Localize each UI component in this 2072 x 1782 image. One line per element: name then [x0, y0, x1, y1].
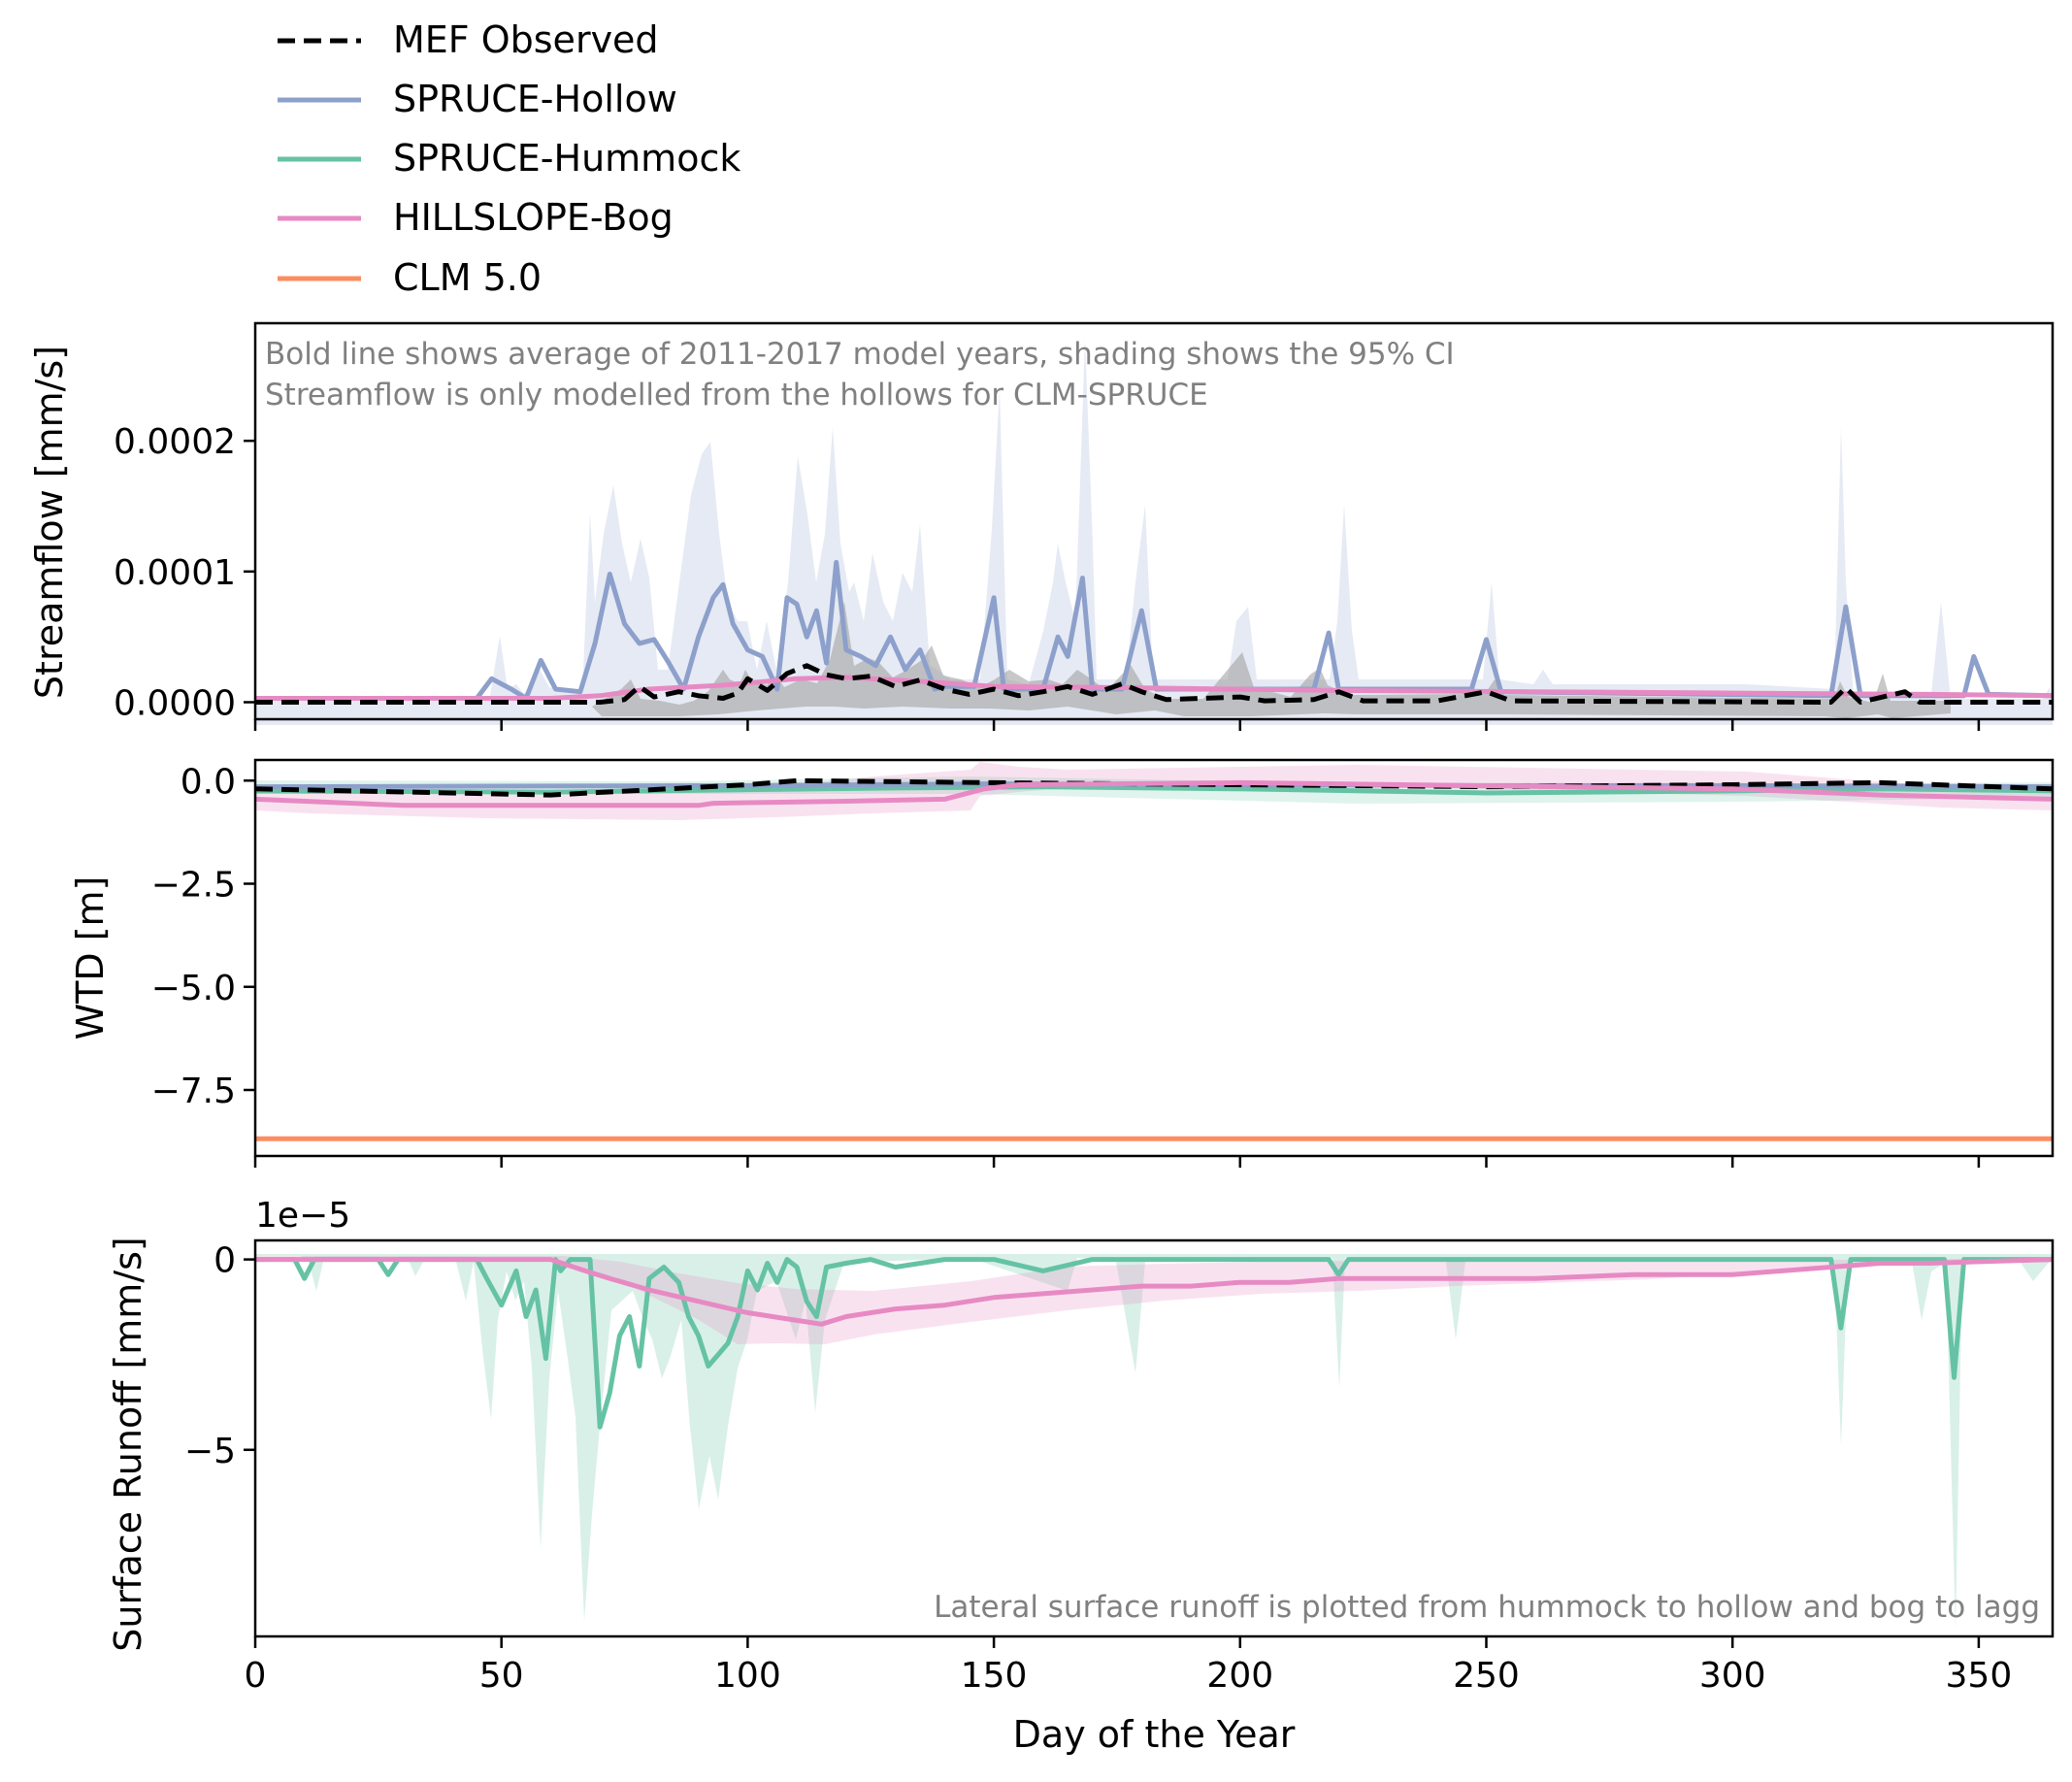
y-tick-label: −5.0 — [151, 969, 236, 1008]
streamflow-axes-frame — [253, 321, 2055, 721]
streamflow-note-2: Streamflow is only modelled from the hol… — [265, 378, 1208, 412]
streamflow-panel: 0.0000 0.0001 0.0002 Bold line shows avera… — [28, 321, 2055, 731]
wtd-panel: 0.0 −2.5 −5.0 −7.5 WTD [m] — [69, 758, 2055, 1168]
legend-label-bog: HILLSLOPE-Bog — [393, 196, 674, 239]
legend-label-clm: CLM 5.0 — [393, 256, 542, 299]
wtd-series-lines — [254, 777, 2054, 1141]
y-tick-label: 0.0000 — [114, 683, 236, 723]
wtd-axes: 0.0 −2.5 −5.0 −7.5 — [151, 762, 1981, 1168]
legend-entry-hummock: SPRUCE-Hummock — [278, 137, 740, 180]
streamflow-note-1: Bold line shows average of 2011-2017 mod… — [265, 337, 1455, 372]
series-line-mef-observed — [254, 777, 2054, 798]
series-line-hillslope-bog — [254, 779, 2054, 808]
series-line-hillslope-bog — [255, 675, 2054, 701]
y-tick-label: 0.0 — [181, 762, 236, 802]
y-tick-label: −5 — [184, 1432, 236, 1471]
wtd-axes-frame — [253, 758, 2055, 1158]
y-tick-label: 0 — [214, 1241, 236, 1281]
series-line-mef-observed — [255, 663, 2053, 705]
streamflow-ylabel: Streamflow [mm/s] — [28, 346, 71, 699]
y-tick-label: −7.5 — [151, 1072, 236, 1111]
x-tick-label: 100 — [714, 1656, 781, 1696]
streamflow-ci-shading — [255, 340, 2053, 725]
legend-entry-observed: MEF Observed — [278, 18, 659, 61]
legend-entry-bog: HILLSLOPE-Bog — [278, 196, 674, 239]
legend-label-hollow: SPRUCE-Hollow — [393, 78, 677, 120]
observed-ci-band — [592, 602, 1951, 718]
wtd-ylabel: WTD [m] — [69, 876, 112, 1040]
x-tick-label: 250 — [1453, 1656, 1520, 1696]
y-tick-label: 0.0001 — [114, 553, 236, 593]
runoff-axes-frame — [253, 1238, 2055, 1638]
x-tick-label: 200 — [1206, 1656, 1273, 1696]
x-tick-label: 150 — [961, 1656, 1028, 1696]
runoff-panel: 0 −5 0 50 100 150 200 250 300 350 1e−5 Lateral su… — [107, 1196, 2055, 1756]
series-line-spruce-hummock — [255, 1257, 2053, 1430]
legend-label-hummock: SPRUCE-Hummock — [393, 137, 740, 180]
series-line-hillslope-bog — [255, 1257, 2054, 1327]
x-tick-label: 350 — [1946, 1656, 2013, 1696]
x-tick-label: 50 — [479, 1656, 524, 1696]
x-tick-label: 300 — [1699, 1656, 1766, 1696]
y-tick-label: −2.5 — [151, 866, 236, 906]
streamflow-series-lines — [255, 559, 2054, 705]
x-axis-label: Day of the Year — [1013, 1713, 1296, 1756]
streamflow-axes: 0.0000 0.0001 0.0002 — [114, 422, 1981, 731]
runoff-note: Lateral surface runoff is plotted from h… — [934, 1590, 2040, 1625]
legend-label-observed: MEF Observed — [393, 18, 659, 61]
runoff-offset-label: 1e−5 — [255, 1196, 350, 1236]
runoff-ylabel: Surface Runoff [mm/s] — [107, 1237, 149, 1652]
y-tick-label: 0.0002 — [114, 422, 236, 462]
legend: MEF Observed SPRUCE-Hollow SPRUCE-Hummoc… — [278, 18, 740, 299]
x-tick-label: 0 — [245, 1656, 267, 1696]
hollow-ci-band — [255, 340, 2053, 725]
legend-entry-clm: CLM 5.0 — [278, 256, 542, 299]
runoff-series-lines — [255, 1257, 2054, 1430]
legend-entry-hollow: SPRUCE-Hollow — [278, 78, 677, 120]
runoff-axes: 0 −5 0 50 100 150 200 250 300 350 — [184, 1241, 2012, 1696]
